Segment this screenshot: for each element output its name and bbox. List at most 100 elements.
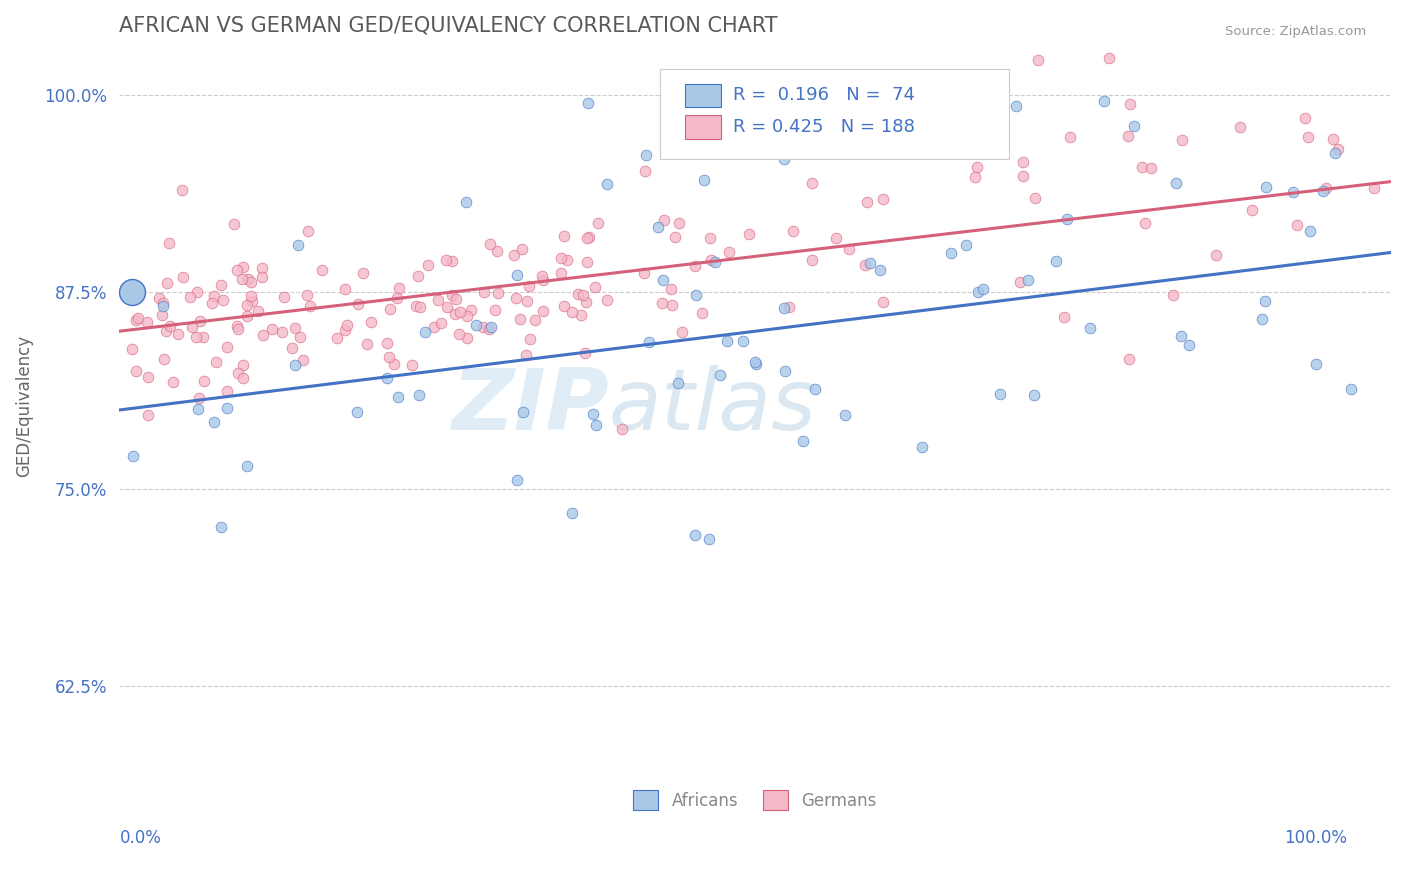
Point [148, 292, 170, 306]
Point [456, 331, 478, 345]
Point [651, 295, 673, 310]
Point [333, 323, 356, 337]
Point [440, 288, 463, 302]
Point [1024, 191, 1046, 205]
Point [1017, 273, 1039, 287]
Point [211, 520, 233, 534]
Point [231, 272, 253, 286]
Point [436, 252, 458, 267]
Point [685, 288, 707, 302]
Point [226, 319, 249, 334]
Point [572, 288, 595, 302]
Point [792, 434, 814, 449]
Point [464, 318, 486, 332]
Point [1026, 53, 1049, 67]
Point [387, 390, 409, 404]
Point [271, 325, 294, 339]
FancyBboxPatch shape [685, 84, 721, 107]
Point [284, 320, 307, 334]
Point [1116, 129, 1139, 144]
Point [201, 296, 224, 310]
Point [510, 242, 533, 256]
Point [460, 303, 482, 318]
Point [661, 298, 683, 312]
Point [709, 368, 731, 383]
Point [716, 334, 738, 348]
Point [505, 473, 527, 487]
Point [152, 296, 174, 310]
Point [636, 148, 658, 162]
Point [252, 270, 274, 285]
Point [596, 293, 619, 307]
Point [531, 269, 554, 284]
Point [1229, 120, 1251, 134]
Point [444, 292, 467, 306]
Point [825, 231, 848, 245]
Point [1254, 294, 1277, 309]
Point [188, 314, 211, 328]
Point [346, 405, 368, 419]
Point [1170, 329, 1192, 343]
Point [972, 282, 994, 296]
Point [429, 316, 451, 330]
Point [224, 217, 246, 231]
Point [336, 318, 359, 333]
Point [1170, 133, 1192, 147]
Point [1135, 216, 1157, 230]
Point [575, 255, 598, 269]
Point [652, 213, 675, 227]
Point [186, 285, 208, 299]
Point [346, 297, 368, 311]
Point [1022, 388, 1045, 402]
Point [685, 527, 707, 541]
Point [449, 305, 471, 319]
Point [634, 163, 657, 178]
Point [290, 329, 312, 343]
Point [443, 307, 465, 321]
Point [152, 352, 174, 367]
Point [202, 415, 225, 429]
Point [405, 299, 427, 313]
Point [385, 291, 408, 305]
FancyBboxPatch shape [685, 115, 721, 139]
Point [690, 306, 713, 320]
Point [232, 260, 254, 274]
Point [550, 252, 572, 266]
Point [875, 144, 897, 158]
Point [1178, 338, 1201, 352]
Point [503, 248, 526, 262]
Point [1299, 224, 1322, 238]
Point [1118, 97, 1140, 112]
Point [273, 290, 295, 304]
Point [191, 329, 214, 343]
Point [215, 384, 238, 398]
Point [505, 268, 527, 282]
Point [1130, 160, 1153, 174]
Point [505, 291, 527, 305]
Point [472, 320, 495, 334]
Point [838, 242, 860, 256]
Point [378, 301, 401, 316]
Point [281, 341, 304, 355]
Text: ZIP: ZIP [451, 365, 609, 448]
Point [1056, 211, 1078, 226]
Point [436, 300, 458, 314]
Point [966, 161, 988, 175]
Point [1323, 146, 1346, 161]
Point [152, 299, 174, 313]
Point [583, 280, 606, 294]
Point [184, 330, 207, 344]
Point [125, 364, 148, 378]
Point [159, 318, 181, 333]
Point [557, 252, 579, 267]
Y-axis label: GED/Equivalency: GED/Equivalency [15, 335, 32, 477]
Point [1362, 181, 1385, 195]
Point [671, 325, 693, 339]
Point [440, 254, 463, 268]
Point [582, 407, 605, 421]
Point [801, 252, 824, 267]
Point [150, 308, 173, 322]
Point [773, 152, 796, 166]
Point [664, 230, 686, 244]
Point [157, 235, 180, 250]
